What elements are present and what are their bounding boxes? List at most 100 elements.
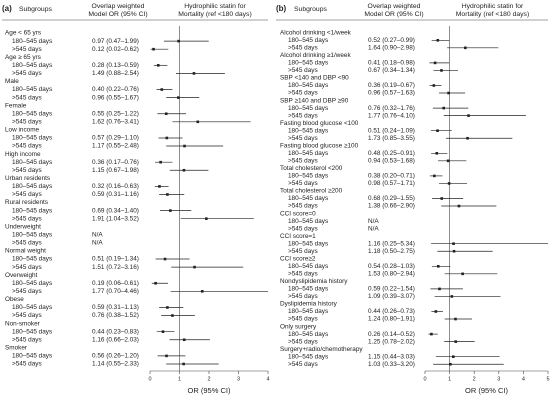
group-label: Age ≥ 65 yrs — [5, 54, 41, 61]
estimate-text: 0.59 (0.31–1.13) — [92, 304, 139, 311]
group-label: Alcohol drinking ≥1/week — [280, 52, 351, 59]
group-label: CCI score≥2 — [280, 255, 316, 262]
row-label: >545 days — [12, 336, 42, 343]
panel-label: (a) — [2, 4, 12, 13]
row-label: 180–545 days — [12, 183, 52, 190]
point-estimate — [452, 242, 455, 245]
x-tick-label: 2 — [473, 376, 476, 382]
point-estimate — [446, 159, 450, 163]
row-label: 180–545 days — [12, 110, 52, 117]
row-label: >545 days — [12, 312, 42, 319]
x-tick-label: 3 — [237, 376, 240, 382]
row-label: 180–545 days — [12, 256, 52, 263]
row-label: >545 days — [288, 316, 318, 323]
estimate-text: 0.56 (0.26–1.20) — [92, 353, 139, 360]
estimate-text: 1.18 (0.50–2.75) — [368, 248, 415, 255]
row-label: >545 days — [12, 361, 42, 368]
estimate-text: 1.09 (0.39–3.07) — [368, 293, 415, 300]
estimate-text: 0.32 (0.16–0.63) — [92, 183, 139, 190]
x-tick-label: 4 — [522, 376, 525, 382]
estimate-text: 0.96 (0.55–1.67) — [92, 94, 139, 101]
estimate-text: 0.52 (0.27–0.99) — [368, 37, 415, 44]
estimate-text: 0.94 (0.53–1.68) — [368, 158, 415, 165]
estimate-text: 0.44 (0.23–0.83) — [92, 328, 139, 335]
x-tick-label: 2 — [207, 376, 210, 382]
estimate-text: 0.19 (0.06–0.61) — [92, 280, 139, 287]
estimate-text: 0.68 (0.29–1.55) — [368, 195, 415, 202]
row-label: >545 days — [288, 338, 318, 345]
point-estimate — [166, 193, 169, 196]
point-estimate — [169, 209, 172, 212]
group-label: CCI score=1 — [280, 233, 316, 240]
point-estimate — [182, 362, 185, 366]
group-label: Underweight — [5, 223, 41, 230]
estimate-text: 1.14 (0.55–2.33) — [92, 361, 139, 368]
point-estimate — [461, 272, 464, 276]
column-header: Model OR (95% CI) — [88, 11, 147, 18]
point-estimate — [205, 217, 208, 220]
row-label: >545 days — [12, 288, 42, 295]
estimate-text: 0.96 (0.57–1.63) — [368, 90, 415, 97]
point-estimate — [200, 290, 204, 293]
row-label: >545 days — [12, 143, 42, 150]
estimate-text: 1.53 (0.80–2.94) — [368, 271, 415, 278]
point-estimate — [165, 354, 168, 358]
group-label: Dyslipidemia history — [280, 301, 338, 308]
group-label: Normal weight — [5, 248, 46, 255]
estimate-text: 1.73 (0.85–3.55) — [368, 135, 415, 142]
row-label: >545 days — [288, 135, 318, 142]
estimate-text: 0.48 (0.25–0.91) — [368, 150, 415, 157]
plot-area — [428, 39, 548, 366]
estimate-text: 0.41 (0.18–0.98) — [368, 60, 415, 67]
estimate-text: 0.36 (0.19–0.67) — [368, 82, 415, 89]
point-estimate — [433, 61, 437, 65]
point-estimate — [449, 362, 452, 366]
estimate-text: 1.62 (0.76–3.41) — [92, 119, 139, 126]
estimate-text: 0.76 (0.32–1.76) — [368, 105, 415, 112]
group-label: Fasting blood glucose ≥100 — [280, 142, 359, 149]
row-label: >545 days — [288, 158, 318, 165]
row-label: 180–545 days — [288, 82, 328, 89]
column-header: Subgroups — [19, 6, 52, 13]
point-estimate — [196, 120, 200, 124]
estimate-text: 1.17 (0.55–2.48) — [92, 143, 139, 150]
row-label: 180–545 days — [288, 195, 328, 202]
estimate-text: 1.16 (0.66–2.03) — [92, 336, 139, 343]
estimate-text: 0.54 (0.28–1.03) — [368, 263, 415, 270]
estimate-text: 0.69 (0.34–1.40) — [92, 207, 139, 214]
row-label: 180–545 days — [288, 127, 328, 134]
row-label: 180–545 days — [288, 37, 328, 44]
row-label: 180–545 days — [12, 207, 52, 214]
plot-area — [150, 39, 268, 366]
point-estimate — [192, 72, 196, 75]
row-label: 180–545 days — [288, 240, 328, 247]
row-label: >545 days — [288, 90, 318, 97]
row-label: 180–545 days — [12, 135, 52, 142]
x-tick-label: 1 — [448, 376, 451, 382]
row-label: >545 days — [288, 361, 318, 368]
group-label: Alcohol drinking <1/week — [280, 29, 352, 36]
group-label: High income — [5, 151, 41, 158]
row-label: 180–545 days — [12, 328, 52, 335]
estimate-text: 0.51 (0.24–1.09) — [368, 127, 415, 134]
estimate-text: N/A — [368, 218, 379, 225]
row-label: >545 days — [288, 293, 318, 300]
estimate-text: 1.51 (0.72–3.16) — [92, 264, 139, 271]
x-axis-label: OR (95% CI) — [465, 386, 508, 395]
estimate-text: 0.76 (0.38–1.52) — [92, 312, 139, 319]
point-estimate — [440, 197, 444, 200]
point-estimate — [158, 185, 161, 188]
estimate-text: N/A — [92, 232, 103, 239]
estimate-text: 0.38 (0.20–0.71) — [368, 173, 415, 180]
point-estimate — [440, 69, 443, 72]
column-header: Overlap weighted — [368, 3, 421, 10]
group-label: Non-smoker — [5, 320, 41, 327]
x-tick-label: 0 — [148, 376, 151, 382]
row-label: >545 days — [288, 112, 318, 119]
estimate-text: N/A — [92, 240, 103, 247]
estimate-text: 0.57 (0.29–1.10) — [92, 135, 139, 142]
row-label: 180–545 days — [288, 60, 328, 67]
point-estimate — [457, 204, 461, 208]
